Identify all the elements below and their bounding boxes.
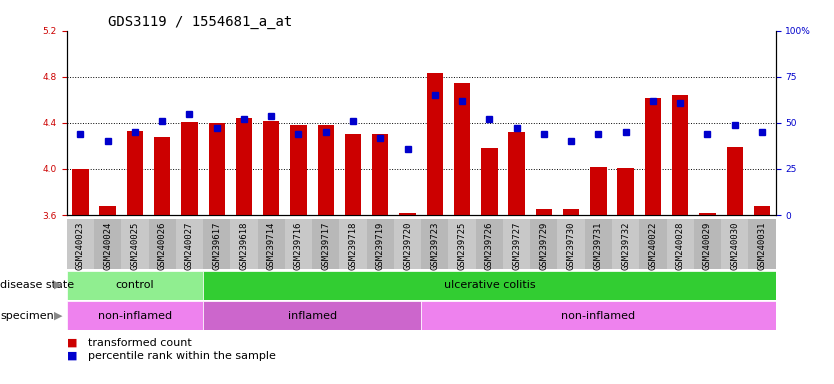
Bar (67, 301, 203, 330)
Bar (421, 219, 449, 269)
Bar (127, 131, 143, 215)
Bar (612, 219, 640, 269)
Bar (318, 125, 334, 215)
Bar (203, 219, 230, 269)
Text: GSM240029: GSM240029 (703, 221, 712, 270)
Text: ulcerative colitis: ulcerative colitis (444, 280, 535, 290)
Text: GSM239730: GSM239730 (566, 221, 575, 270)
Bar (399, 213, 415, 215)
Bar (176, 219, 203, 269)
Bar (585, 219, 612, 269)
Text: ▶: ▶ (54, 311, 63, 321)
Bar (230, 219, 258, 269)
Bar (617, 168, 634, 215)
Bar (530, 219, 557, 269)
Bar (263, 121, 279, 215)
Text: GSM240025: GSM240025 (130, 221, 139, 270)
Bar (203, 271, 776, 300)
Bar (208, 123, 225, 215)
Bar (339, 219, 367, 269)
Bar (394, 219, 421, 269)
Text: control: control (116, 280, 154, 290)
Bar (699, 213, 716, 215)
Text: ▶: ▶ (54, 280, 63, 290)
Text: GSM239727: GSM239727 (512, 221, 521, 270)
Text: GDS3119 / 1554681_a_at: GDS3119 / 1554681_a_at (108, 15, 293, 29)
Bar (94, 219, 121, 269)
Text: GSM239720: GSM239720 (403, 221, 412, 270)
Bar (590, 167, 606, 215)
Bar (449, 219, 475, 269)
Bar (645, 98, 661, 215)
Text: inflamed: inflamed (288, 311, 337, 321)
Bar (67, 219, 94, 269)
Bar (475, 219, 503, 269)
Text: transformed count: transformed count (88, 338, 191, 348)
Bar (154, 137, 170, 215)
Bar (372, 134, 389, 215)
Text: GSM240022: GSM240022 (648, 221, 657, 270)
Bar (694, 219, 721, 269)
Bar (181, 122, 198, 215)
Bar (666, 219, 694, 269)
Text: percentile rank within the sample: percentile rank within the sample (88, 351, 275, 361)
Text: GSM240031: GSM240031 (757, 221, 766, 270)
Text: GSM239718: GSM239718 (349, 221, 358, 270)
Bar (258, 219, 285, 269)
Text: GSM240023: GSM240023 (76, 221, 85, 270)
Bar (121, 219, 148, 269)
Bar (721, 219, 748, 269)
Bar (563, 209, 580, 215)
Bar (421, 301, 776, 330)
Bar (236, 118, 252, 215)
Text: GSM239731: GSM239731 (594, 221, 603, 270)
Bar (481, 148, 498, 215)
Text: ■: ■ (67, 351, 78, 361)
Text: GSM239729: GSM239729 (540, 221, 549, 270)
Text: ■: ■ (67, 338, 78, 348)
Bar (726, 147, 743, 215)
Bar (203, 301, 421, 330)
Text: GSM240027: GSM240027 (185, 221, 194, 270)
Bar (754, 206, 770, 215)
Bar (427, 73, 443, 215)
Text: disease state: disease state (0, 280, 74, 290)
Bar (67, 271, 203, 300)
Text: GSM239732: GSM239732 (621, 221, 631, 270)
Bar (672, 95, 688, 215)
Bar (73, 169, 88, 215)
Text: GSM239723: GSM239723 (430, 221, 440, 270)
Bar (148, 219, 176, 269)
Bar (290, 125, 307, 215)
Bar (640, 219, 666, 269)
Bar (344, 134, 361, 215)
Bar (503, 219, 530, 269)
Text: GSM239716: GSM239716 (294, 221, 303, 270)
Text: non-inflamed: non-inflamed (561, 311, 636, 321)
Bar (285, 219, 312, 269)
Text: GSM239617: GSM239617 (212, 221, 221, 270)
Bar (557, 219, 585, 269)
Bar (454, 83, 470, 215)
Text: GSM240024: GSM240024 (103, 221, 112, 270)
Text: GSM239618: GSM239618 (239, 221, 249, 270)
Text: specimen: specimen (0, 311, 53, 321)
Bar (312, 219, 339, 269)
Bar (367, 219, 394, 269)
Text: GSM240028: GSM240028 (676, 221, 685, 270)
Bar (509, 132, 525, 215)
Bar (99, 206, 116, 215)
Text: GSM239719: GSM239719 (376, 221, 384, 270)
Text: GSM239717: GSM239717 (321, 221, 330, 270)
Text: GSM240030: GSM240030 (731, 221, 739, 270)
Bar (748, 219, 776, 269)
Text: GSM240026: GSM240026 (158, 221, 167, 270)
Bar (535, 209, 552, 215)
Text: GSM239714: GSM239714 (267, 221, 276, 270)
Text: GSM239726: GSM239726 (485, 221, 494, 270)
Text: GSM239725: GSM239725 (458, 221, 466, 270)
Text: non-inflamed: non-inflamed (98, 311, 172, 321)
